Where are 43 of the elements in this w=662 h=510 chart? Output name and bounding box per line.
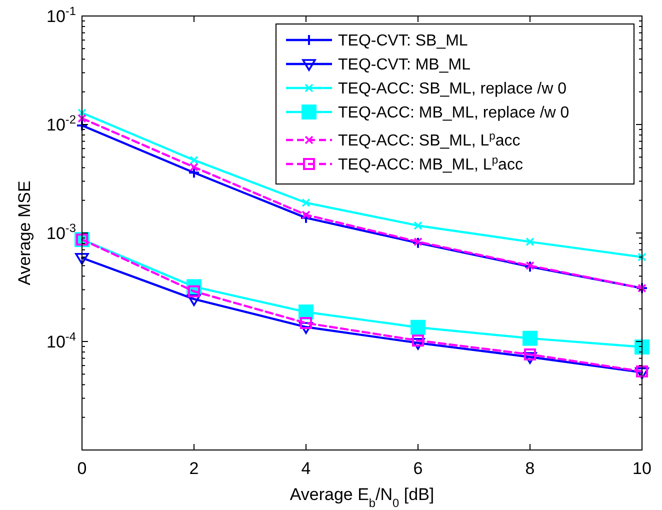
point	[190, 156, 198, 164]
x-tick-label: 10	[632, 459, 652, 478]
point	[414, 221, 422, 230]
y-tick-label: 10$^{-4}$	[46, 329, 76, 352]
legend-label: TEQ-CVT: MB_ML	[338, 56, 471, 74]
point	[638, 252, 646, 262]
point	[300, 212, 312, 224]
point	[412, 334, 424, 347]
point	[190, 162, 198, 172]
legend-label: TEQ-ACC: SB_ML, L$^{p}$acc	[338, 130, 520, 150]
point	[78, 114, 86, 123]
legend-label: TEQ-CVT: SB_ML	[338, 32, 468, 50]
x-tick-label: 8	[525, 459, 535, 478]
y-tick-label: 10$^{-3}$	[46, 220, 76, 243]
x-tick-label: 4	[301, 459, 311, 478]
point	[302, 198, 310, 208]
point	[75, 252, 89, 265]
point	[522, 330, 538, 346]
point	[524, 348, 536, 360]
x-tick-label: 6	[413, 459, 423, 478]
point	[76, 119, 88, 132]
point	[411, 338, 425, 350]
point	[526, 237, 534, 246]
point	[302, 210, 310, 220]
point	[78, 108, 86, 118]
point	[410, 320, 426, 335]
point	[187, 294, 201, 306]
y-tick-label: 10$^{-2}$	[46, 112, 76, 134]
point	[299, 322, 313, 334]
y-axis-title: Average MSE	[15, 180, 34, 286]
legend-label: TEQ-ACC: SB_ML, replace /w 0	[338, 80, 567, 98]
x-axis-title: Average E$_{b}$/N$_{0}$ [dB]	[290, 485, 434, 510]
point	[523, 352, 537, 364]
x-tick-label: 2	[189, 459, 199, 478]
x-tick-label: 0	[77, 459, 87, 478]
point	[188, 285, 200, 298]
legend-label: TEQ-ACC: MB_ML, L$^{p}$acc	[338, 154, 523, 174]
point	[634, 339, 650, 354]
point	[414, 237, 422, 246]
legend-label: TEQ-ACC: MB_ML, replace /w 0	[338, 104, 570, 122]
y-tick-label: 10$^{-1}$	[46, 4, 76, 26]
point	[412, 236, 424, 249]
point	[526, 261, 534, 270]
